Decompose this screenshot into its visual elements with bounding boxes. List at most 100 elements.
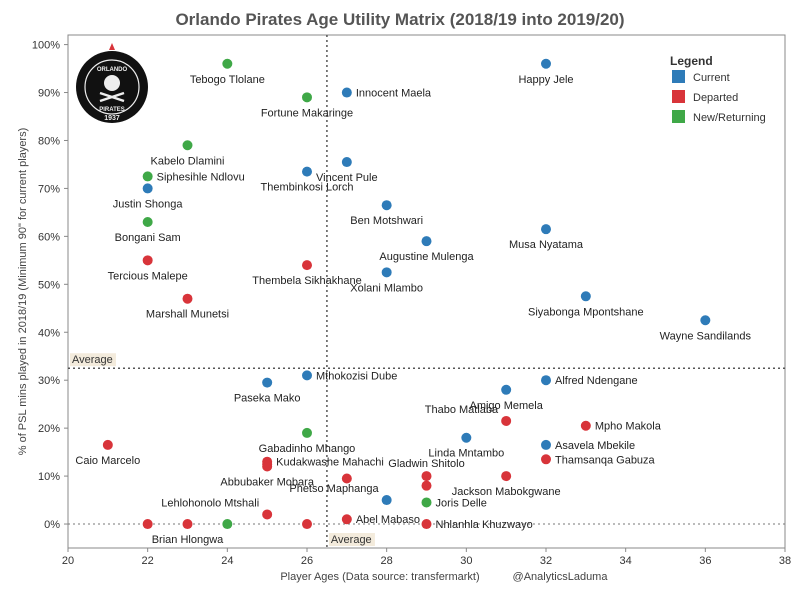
point-label: Xolani Mlambo xyxy=(350,282,423,294)
x-tick-label: 36 xyxy=(699,555,711,567)
data-point xyxy=(421,236,432,247)
data-point xyxy=(381,495,392,506)
legend: Legend Current Departed New/Returning xyxy=(670,54,766,124)
data-point xyxy=(341,157,352,168)
point-label: Jackson Mabokgwane xyxy=(452,486,561,498)
club-logo: ORLANDO PIRATES 1937 xyxy=(76,43,148,123)
point-label: Abbubaker Mobara xyxy=(220,476,314,488)
data-point xyxy=(222,58,233,69)
x-tick-label: 20 xyxy=(62,555,74,567)
point-label: Phetso Maphanga xyxy=(289,483,379,495)
point-label: Abel Mabaso xyxy=(356,514,420,526)
data-point xyxy=(142,519,153,530)
data-point xyxy=(302,370,312,381)
data-point xyxy=(381,267,392,278)
data-point xyxy=(302,166,312,177)
x-tick-label: 32 xyxy=(540,555,552,567)
point-label: Thembela Sikhakhane xyxy=(252,275,361,287)
point-label: Justin Shonga xyxy=(113,198,184,210)
point-label: Asavela Mbekile xyxy=(555,440,635,452)
data-point xyxy=(222,519,233,530)
x-tick-label: 34 xyxy=(620,555,632,567)
y-tick-label: 80% xyxy=(38,135,60,147)
data-point xyxy=(421,480,432,491)
point-label: Mthokozisi Dube xyxy=(316,370,397,382)
data-point xyxy=(262,509,273,520)
point-label: Siphesihle Ndlovu xyxy=(157,171,245,183)
y-tick-label: 10% xyxy=(38,471,60,483)
x-tick-label: 24 xyxy=(221,555,233,567)
data-point xyxy=(421,497,432,508)
point-label: Paseka Mako xyxy=(234,393,301,405)
average-age-label-bg xyxy=(328,533,375,546)
point-label: Alfred Ndengane xyxy=(555,375,638,387)
credit-text: @AnalyticsLaduma xyxy=(513,571,609,583)
point-label: Bongani Sam xyxy=(115,232,181,244)
y-tick-label: 60% xyxy=(38,231,60,243)
data-point xyxy=(182,519,193,530)
legend-entry-label: Departed xyxy=(693,92,738,104)
point-label: Thembinkosi Lorch xyxy=(261,182,354,194)
point-label: Vincent Pule xyxy=(316,172,378,184)
point-label: Marshall Munetsi xyxy=(146,309,229,321)
logo-text-top: ORLANDO xyxy=(97,67,128,73)
y-tick-label: 0% xyxy=(44,519,60,531)
point-label: Fortune Makaringe xyxy=(261,107,353,119)
point-label: Augustine Mulenga xyxy=(379,251,474,263)
data-point xyxy=(421,471,432,482)
data-point xyxy=(262,377,273,388)
x-tick-label: 38 xyxy=(779,555,791,567)
plot-area xyxy=(67,34,786,549)
x-tick-label: 30 xyxy=(460,555,472,567)
point-label: Musa Nyatama xyxy=(509,239,584,251)
point-label: Lehlohonolo Mtshali xyxy=(161,497,259,509)
average-minutes-label-bg xyxy=(70,353,116,367)
data-point xyxy=(501,471,512,482)
data-point xyxy=(142,255,153,266)
data-point xyxy=(341,514,352,525)
point-label: Tebogo Tlolane xyxy=(190,74,265,86)
point-label: Brian Hlongwa xyxy=(152,534,224,546)
data-point xyxy=(302,260,312,271)
y-tick-label: 50% xyxy=(38,279,60,291)
data-point xyxy=(580,420,591,431)
point-label: Linda Mntambo xyxy=(428,448,504,460)
chart-title: Orlando Pirates Age Utility Matrix (2018… xyxy=(175,10,625,29)
logo-year: 1937 xyxy=(104,115,120,122)
x-tick-label: 26 xyxy=(301,555,313,567)
point-label: Joris Delle xyxy=(436,497,487,509)
y-tick-label: 40% xyxy=(38,327,60,339)
data-point xyxy=(501,384,512,395)
data-point xyxy=(461,432,472,443)
legend-entry-label: Current xyxy=(693,72,730,84)
data-point xyxy=(102,439,113,450)
y-axis-label: % of PSL mins played in 2018/19 (Minimum… xyxy=(17,128,29,456)
data-point xyxy=(302,519,312,530)
point-label: Kudakwashe Mahachi xyxy=(276,457,384,469)
y-tick-label: 100% xyxy=(32,40,60,52)
data-point xyxy=(341,473,352,484)
point-label: Happy Jele xyxy=(518,74,573,86)
point-label: Amigo Memela xyxy=(469,400,543,412)
point-label: Wayne Sandilands xyxy=(660,330,752,342)
data-point xyxy=(541,439,551,450)
crossbone-icon xyxy=(99,91,125,103)
average-minutes-label: Average xyxy=(72,354,113,366)
data-point xyxy=(142,171,153,182)
point-label: Kabelo Dlamini xyxy=(151,155,225,167)
logo-inner-ring xyxy=(84,59,140,115)
data-point xyxy=(381,200,392,211)
point-label: Ben Motshwari xyxy=(350,215,423,227)
data-point xyxy=(541,454,551,465)
data-point xyxy=(580,291,591,302)
point-label: Gabadinho Mhango xyxy=(259,443,356,455)
legend-title: Legend xyxy=(670,54,713,68)
data-point xyxy=(501,415,512,426)
data-point xyxy=(541,375,551,386)
legend-entry-label: New/Returning xyxy=(693,112,766,124)
data-point xyxy=(700,315,711,326)
data-point xyxy=(302,427,312,438)
x-tick-label: 22 xyxy=(142,555,154,567)
point-label: Caio Marcelo xyxy=(75,455,140,467)
